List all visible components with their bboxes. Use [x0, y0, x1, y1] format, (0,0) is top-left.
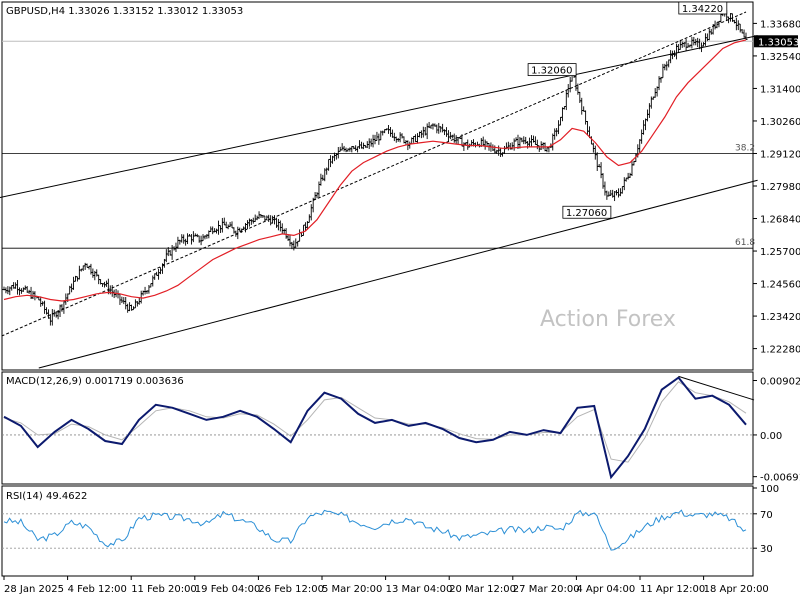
price-annotation: 1.27060: [562, 205, 612, 219]
macd-line: [3, 376, 747, 480]
price-axis-label: 1.24560: [760, 280, 800, 291]
trendline-dashed: [0, 11, 747, 338]
price-annotation: 1.32060: [527, 63, 577, 77]
svg-text:1.27060: 1.27060: [566, 208, 607, 219]
watermark: Action Forex: [540, 307, 676, 332]
macd-trendline: [678, 375, 755, 401]
rsi-axis-label: 30: [760, 544, 773, 555]
svg-text:1.32060: 1.32060: [531, 66, 572, 77]
x-axis-label: 27 Mar 20:00: [513, 584, 580, 595]
macd-panel: [1, 371, 754, 485]
x-axis-label: 4 Feb 12:00: [68, 584, 127, 595]
price-annotation: 1.34220: [678, 1, 728, 15]
x-axis-label: 11 Apr 12:00: [640, 584, 705, 595]
symbol-header: GBPUSD,H4 1.33026 1.33152 1.33012 1.3305…: [6, 6, 243, 17]
x-axis-label: 26 Feb 12:00: [258, 584, 324, 595]
price-axis-label: 1.27980: [760, 182, 800, 193]
price-bar: [744, 32, 748, 40]
rsi-axis-label: 100: [760, 484, 779, 495]
price-axis-label: 1.32540: [760, 52, 800, 63]
price-axis-label: 1.25700: [760, 247, 800, 258]
price-axis-label: 1.26840: [760, 215, 800, 226]
macd-title: MACD(12,26,9) 0.001719 0.003636: [6, 376, 184, 387]
macd-axis-label: 0.00: [760, 431, 782, 442]
rsi-title: RSI(14) 49.4622: [6, 491, 87, 502]
x-axis-label: 13 Mar 04:00: [386, 584, 453, 595]
svg-text:1.34220: 1.34220: [682, 4, 723, 15]
moving-average-line: [3, 39, 747, 302]
x-axis-label: 5 Mar 20:00: [322, 584, 382, 595]
price-axis-label: 1.30260: [760, 117, 800, 128]
fib-level-label: 61.8: [735, 238, 755, 248]
x-axis-label: 20 Mar 12:00: [449, 584, 516, 595]
x-axis-label: 19 Feb 04:00: [195, 584, 261, 595]
macd-axis-label: 0.00902: [760, 377, 800, 388]
price-axis-label: 1.29120: [760, 149, 800, 160]
x-axis-label: 11 Feb 20:00: [131, 584, 197, 595]
price-axis-label: 1.22280: [760, 345, 800, 356]
x-axis-label: 18 Apr 20:00: [704, 584, 769, 595]
rsi-axis-label: 70: [760, 510, 773, 521]
current-price-tag: 1.33053: [754, 35, 799, 48]
trendline-channel-lower: [38, 179, 758, 369]
rsi-line: [3, 509, 747, 551]
price-axis-label: 1.31400: [760, 84, 800, 95]
x-axis-label: 4 Apr 04:00: [576, 584, 635, 595]
macd-axis-label: -0.006915: [760, 473, 800, 484]
x-axis-label: 28 Jan 2025: [4, 584, 64, 595]
price-axis-label: 1.23420: [760, 312, 800, 323]
rsi-panel: [1, 485, 754, 577]
svg-text:1.33053: 1.33053: [758, 37, 799, 48]
fib-level-label: 38.2: [735, 143, 755, 153]
price-axis-label: 1.33680: [760, 19, 800, 30]
